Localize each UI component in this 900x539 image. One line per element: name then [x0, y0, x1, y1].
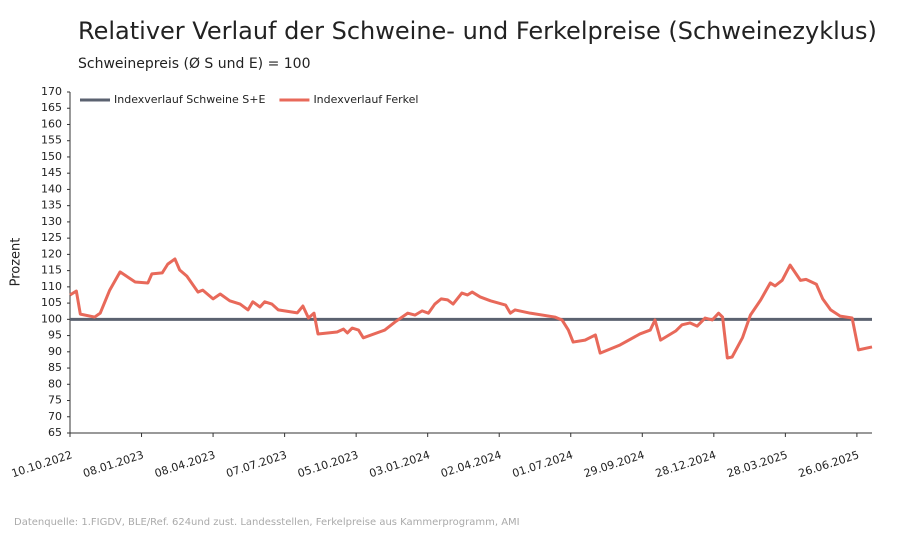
legend-label: Indexverlauf Ferkel: [313, 93, 418, 106]
chart-subtitle: Schweinepreis (Ø S und E) = 100: [78, 56, 311, 72]
x-tick-label: 01.07.2024: [511, 448, 575, 480]
y-axis-label: Prozent: [9, 238, 24, 287]
x-tick-label: 28.12.2024: [654, 448, 718, 480]
y-tick-label: 80: [48, 377, 62, 390]
y-tick-label: 155: [41, 134, 62, 147]
y-tick-label: 145: [41, 166, 62, 179]
x-tick-label: 29.09.2024: [582, 448, 646, 480]
y-tick-label: 95: [48, 329, 62, 342]
x-tick-label: 28.03.2025: [725, 448, 789, 480]
legend-label: Indexverlauf Schweine S+E: [114, 93, 265, 106]
x-tick-label: 10.10.2022: [10, 448, 74, 480]
x-tick-label: 08.04.2023: [153, 448, 217, 480]
y-tick-label: 105: [41, 296, 62, 309]
y-tick-label: 75: [48, 394, 62, 407]
y-tick-label: 135: [41, 199, 62, 212]
y-tick-label: 165: [41, 101, 62, 114]
chart-title: Relativer Verlauf der Schweine- und Ferk…: [78, 17, 877, 45]
y-tick-label: 70: [48, 410, 62, 423]
y-tick-label: 100: [41, 312, 62, 325]
y-tick-label: 140: [41, 182, 62, 195]
y-tick-label: 65: [48, 426, 62, 439]
source-note: Datenquelle: 1.FIGDV, BLE/Ref. 624und zu…: [14, 517, 520, 528]
x-tick-label: 26.06.2025: [797, 448, 861, 480]
x-tick-label: 02.04.2024: [439, 448, 503, 480]
y-tick-label: 85: [48, 361, 62, 374]
y-tick-label: 130: [41, 215, 62, 228]
y-tick-label: 125: [41, 231, 62, 244]
y-tick-label: 160: [41, 117, 62, 130]
x-tick-label: 07.07.2023: [225, 448, 289, 480]
x-tick-label: 03.01.2024: [368, 448, 432, 480]
data-line: [69, 257, 873, 360]
y-tick-label: 150: [41, 150, 62, 163]
x-tick-label: 05.10.2023: [296, 448, 360, 480]
y-tick-label: 110: [41, 280, 62, 293]
y-tick-label: 170: [41, 85, 62, 98]
y-tick-label: 90: [48, 345, 62, 358]
x-tick-label: 08.01.2023: [81, 448, 145, 480]
y-tick-label: 120: [41, 247, 62, 260]
y-tick-label: 115: [41, 264, 62, 277]
